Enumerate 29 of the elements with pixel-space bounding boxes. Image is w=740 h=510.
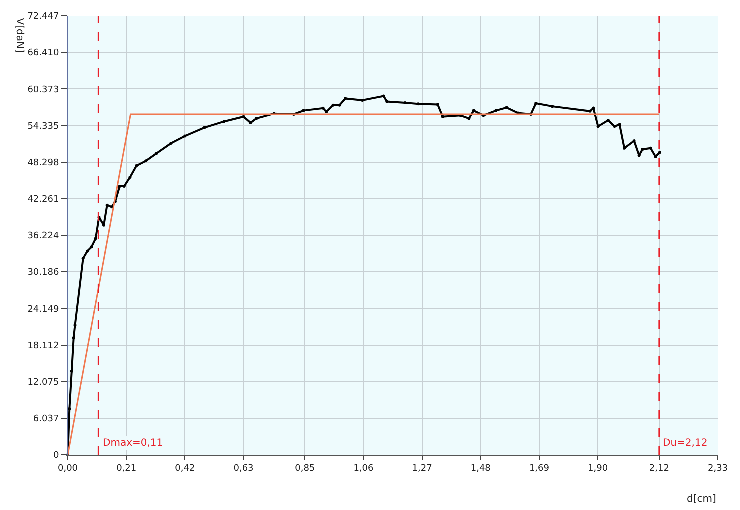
x-tick-label: 0,21 (116, 464, 137, 474)
y-tick-label: 30.186 (28, 268, 60, 278)
y-tick-label: 66.410 (28, 48, 60, 59)
y-tick-label: 48.298 (28, 158, 60, 168)
x-tick-label: 1,06 (354, 464, 374, 474)
y-tick-label: 24.149 (28, 304, 60, 315)
x-tick-label: 0,42 (175, 464, 196, 474)
y-tick-label: 36.224 (28, 232, 60, 242)
x-tick-label: 0,00 (58, 464, 78, 474)
x-tick-label: 0,85 (295, 464, 316, 474)
x-tick-label: 1,90 (588, 464, 608, 474)
x-tick-label: 2,12 (649, 464, 670, 474)
y-tick-label: 6.037 (33, 414, 60, 425)
ref-line-label: Dmax=0,11 (103, 438, 164, 449)
y-axis-title: V[daN] (14, 18, 25, 53)
y-tick-label: 42.261 (28, 195, 60, 206)
y-tick-label: 12.075 (28, 378, 60, 388)
y-tick-label: 0 (53, 451, 60, 462)
x-tick-label: 1,27 (412, 464, 432, 474)
y-tick-label: 72.447 (28, 12, 60, 22)
x-tick-label: 1,48 (470, 464, 492, 474)
x-tick-label: 0,63 (234, 464, 254, 474)
y-tick-label: 54.335 (28, 122, 60, 132)
ref-line-label: Du=2,12 (663, 438, 708, 449)
y-tick-label: 60.373 (28, 85, 60, 96)
x-tick-label: 2,33 (708, 464, 728, 474)
x-tick-label: 1,69 (529, 464, 550, 474)
x-axis-title: d[cm] (687, 494, 716, 505)
y-tick-label: 18.112 (28, 341, 60, 352)
